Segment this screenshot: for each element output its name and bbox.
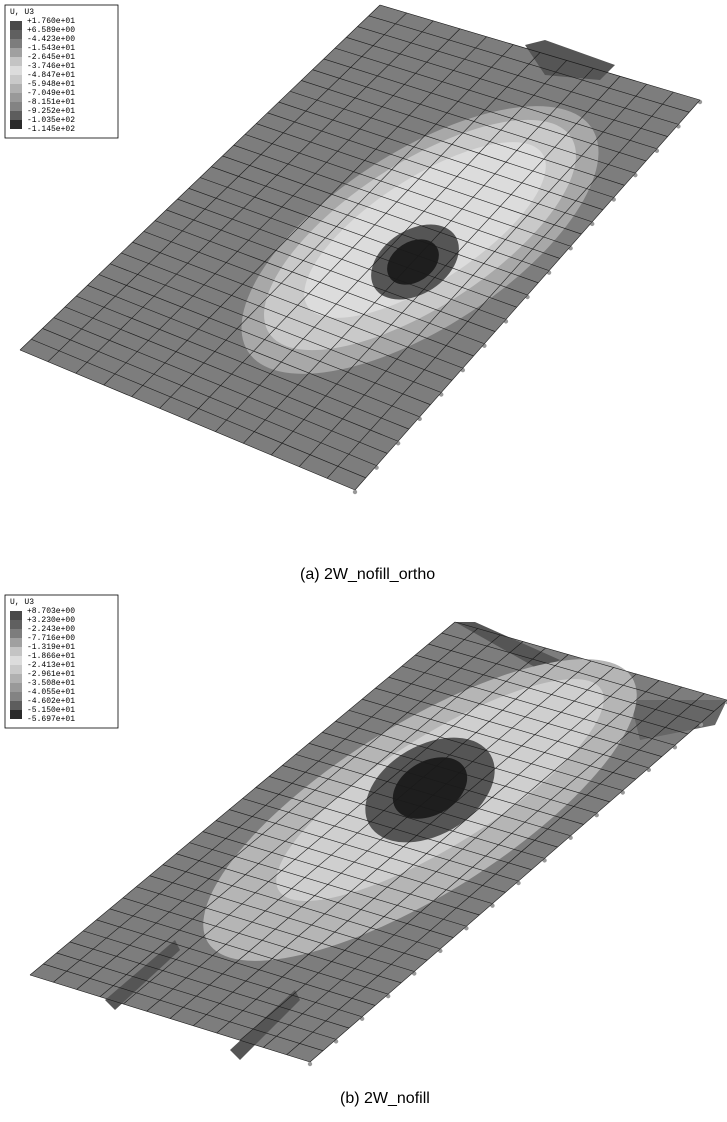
support	[516, 881, 520, 885]
legend-swatch	[10, 620, 22, 629]
legend-swatch	[10, 111, 22, 120]
caption: (a) 2W_nofill_ortho	[300, 566, 600, 584]
legend-value: -5.697e+01	[27, 715, 75, 724]
legend-value: -5.948e+01	[27, 80, 75, 89]
legend-value: -1.319e+01	[27, 643, 75, 652]
legend-value: +3.230e+00	[27, 616, 75, 625]
legend-swatch	[10, 683, 22, 692]
legend-value: -2.243e+00	[27, 625, 75, 634]
legend-swatch	[10, 647, 22, 656]
legend-value: -4.055e+01	[27, 688, 75, 697]
legend-swatch	[10, 629, 22, 638]
legend-swatch	[10, 120, 22, 129]
legend-swatch	[10, 30, 22, 39]
legend-swatch	[10, 656, 22, 665]
legend-swatch	[10, 638, 22, 647]
legend-value: -1.145e+02	[27, 125, 75, 134]
legend-value: -4.423e+00	[27, 35, 75, 44]
legend-swatch	[10, 84, 22, 93]
legend-value: -2.413e+01	[27, 661, 75, 670]
support	[673, 745, 677, 749]
support	[353, 490, 357, 494]
legend-swatch	[10, 665, 22, 674]
support	[360, 1017, 364, 1021]
support	[621, 790, 625, 794]
legend-value: -7.049e+01	[27, 89, 75, 98]
legend-swatch	[10, 674, 22, 683]
legend-swatch	[10, 692, 22, 701]
support	[542, 858, 546, 862]
legend-value: -3.746e+01	[27, 62, 75, 71]
support	[334, 1039, 338, 1043]
legend-swatch	[10, 102, 22, 111]
support	[386, 994, 390, 998]
legend-value: +8.703e+00	[27, 607, 75, 616]
support	[568, 836, 572, 840]
support	[438, 949, 442, 953]
legend-title: U, U3	[10, 598, 34, 607]
legend-value: -1.543e+01	[27, 44, 75, 53]
legend-swatch	[10, 611, 22, 620]
figure-graphics: U, U3+1.760e+01+6.589e+00-4.423e+00-1.54…	[0, 0, 727, 1122]
legend-swatch	[10, 710, 22, 719]
legend-value: +6.589e+00	[27, 26, 75, 35]
legend-value: -2.645e+01	[27, 53, 75, 62]
legend-value: -3.508e+01	[27, 679, 75, 688]
support	[594, 813, 598, 817]
legend-swatch	[10, 701, 22, 710]
legend-swatch	[10, 48, 22, 57]
legend-swatch	[10, 21, 22, 30]
legend-swatch	[10, 66, 22, 75]
legend-title: U, U3	[10, 8, 34, 17]
caption: (b) 2W_nofill	[340, 1090, 640, 1108]
support	[464, 926, 468, 930]
legend-value: +1.760e+01	[27, 17, 75, 26]
legend-value: -4.847e+01	[27, 71, 75, 80]
support	[308, 1062, 312, 1066]
legend-value: -1.866e+01	[27, 652, 75, 661]
support	[412, 971, 416, 975]
legend-swatch	[10, 75, 22, 84]
support	[699, 722, 703, 726]
support	[647, 768, 651, 772]
legend-value: -8.151e+01	[27, 98, 75, 107]
legend-value: -2.961e+01	[27, 670, 75, 679]
legend-value: -1.035e+02	[27, 116, 75, 125]
legend-swatch	[10, 39, 22, 48]
legend-value: -4.602e+01	[27, 697, 75, 706]
figure: U, U3+1.760e+01+6.589e+00-4.423e+00-1.54…	[0, 0, 727, 1122]
legend-value: -7.716e+00	[27, 634, 75, 643]
legend-value: -9.252e+01	[27, 107, 75, 116]
legend-swatch	[10, 93, 22, 102]
support	[490, 903, 494, 907]
legend-value: -5.150e+01	[27, 706, 75, 715]
legend-swatch	[10, 57, 22, 66]
